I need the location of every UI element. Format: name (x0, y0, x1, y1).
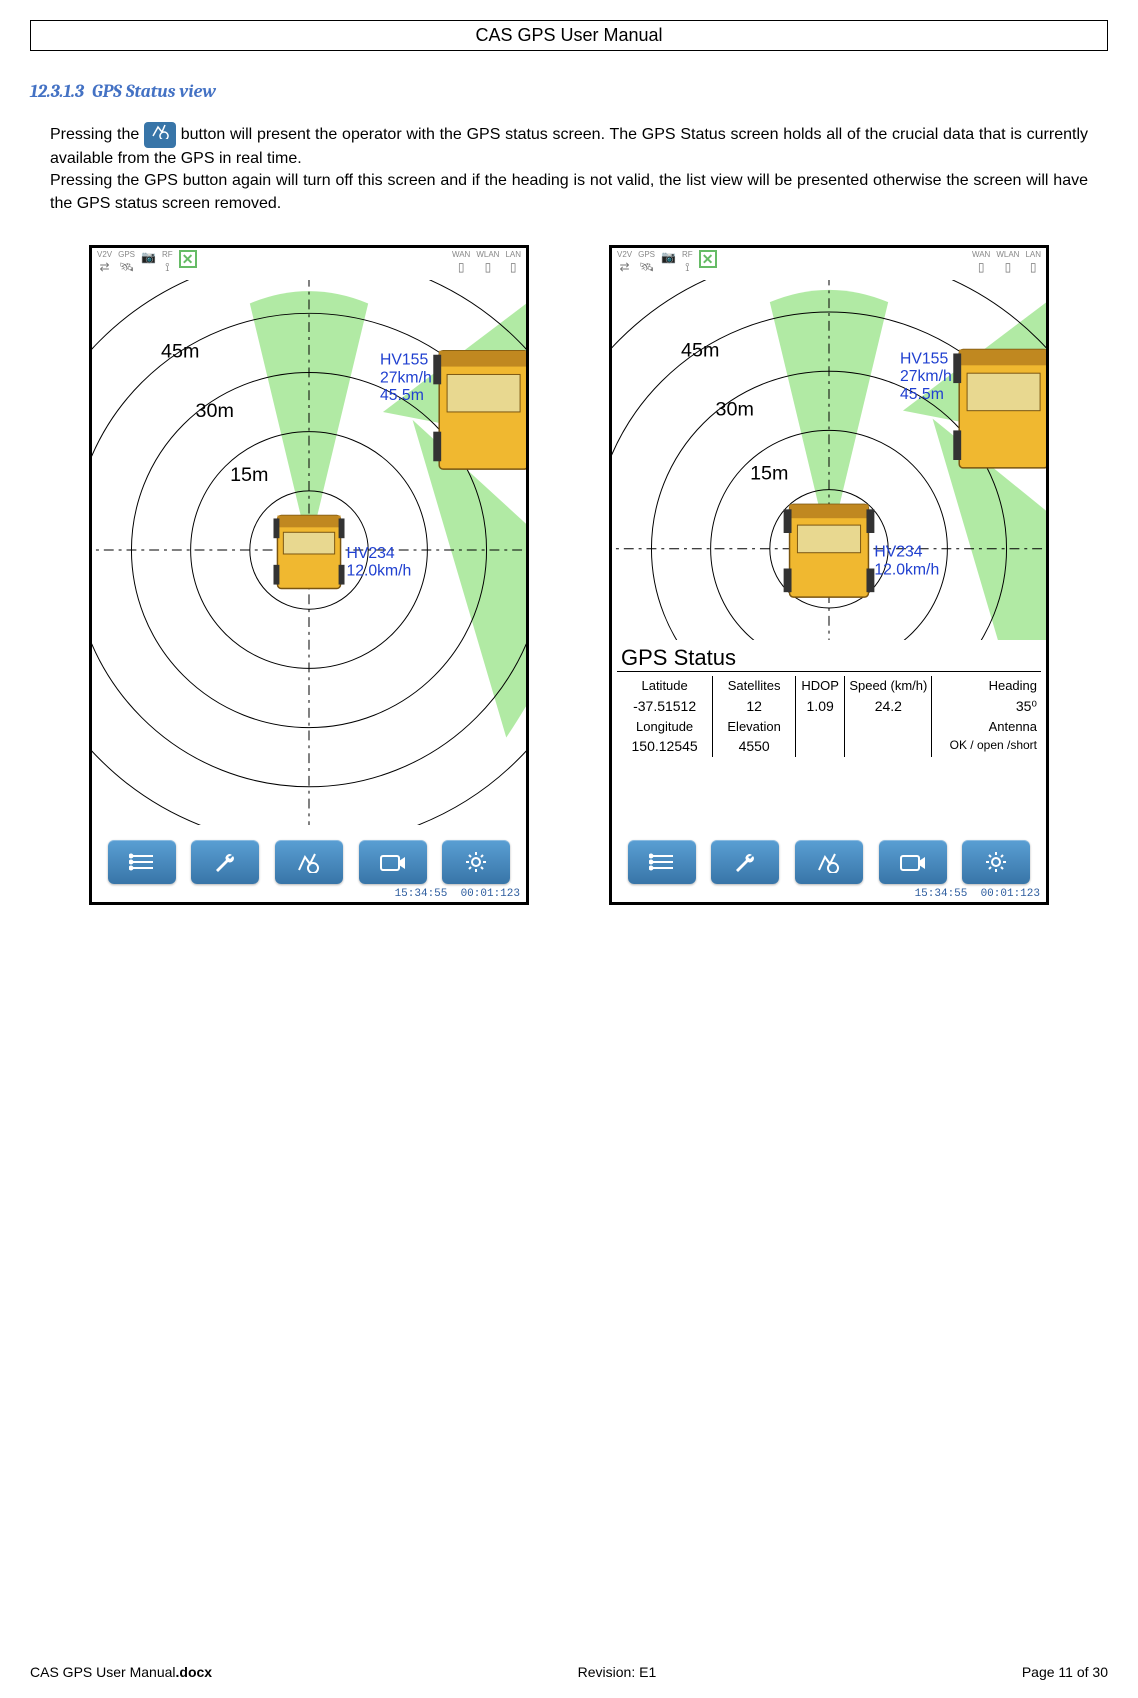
rf-icon: ⟟ (685, 260, 689, 275)
footer-revision: Revision: E1 (578, 1664, 657, 1680)
wan-icon: ▯ (978, 260, 985, 274)
gps-status-panel: GPS Status Latitude -37.51512 Longitude … (612, 643, 1046, 823)
v2v-icon: ⇄ (100, 260, 110, 274)
lan-icon: ▯ (1030, 260, 1037, 274)
dist-15m: 15m (230, 464, 268, 486)
doc-title: CAS GPS User Manual (475, 25, 662, 45)
doc-header: CAS GPS User Manual (30, 20, 1108, 51)
veh-center-speed: 12.0km/h (346, 563, 411, 580)
status-bar: V2V⇄ GPS🛰 📷 RF⟟ ✕ WAN▯ WLAN▯ LAN▯ (92, 250, 526, 278)
v2v-icon: ⇄ (620, 260, 630, 274)
wrench-button[interactable] (711, 840, 779, 884)
veh-top-dist: 45.5m (380, 387, 424, 404)
vehicle-center (273, 516, 344, 589)
close-icon[interactable]: ✕ (179, 250, 197, 268)
svg-text:45.5m: 45.5m (900, 386, 944, 403)
gps-status-title: GPS Status (617, 645, 1041, 672)
svg-text:30m: 30m (716, 399, 754, 421)
camera-status-icon: 📷 (141, 250, 156, 264)
wrench-button[interactable] (191, 840, 259, 884)
body-text: Pressing the button will present the ope… (50, 122, 1088, 215)
vehicle-top (953, 350, 1046, 468)
section-title: 12.3.1.3 GPS Status view (30, 81, 1108, 102)
camera-status-icon: 📷 (661, 250, 676, 264)
device-screen-gps-status: V2V⇄ GPS🛰 📷 RF⟟ ✕ WAN▯ WLAN▯ LAN▯ (609, 245, 1049, 905)
camera-button[interactable] (879, 840, 947, 884)
timestamp: 15:34:55 00:01:123 (915, 888, 1040, 900)
veh-center-id: HV234 (346, 545, 394, 562)
gps-button[interactable] (275, 840, 343, 884)
gear-button[interactable] (962, 840, 1030, 884)
svg-text:HV234: HV234 (874, 544, 922, 561)
svg-text:27km/h: 27km/h (900, 368, 952, 385)
dist-30m: 30m (196, 400, 234, 422)
radar-view: 45m 30m 15m HV234 12.0km/h (612, 280, 1046, 640)
device-screen-normal: V2V⇄ GPS🛰 📷 RF⟟ ✕ WAN▯ WLAN▯ LAN▯ (89, 245, 529, 905)
camera-button[interactable] (359, 840, 427, 884)
wlan-icon: ▯ (1005, 260, 1012, 274)
veh-top-id: HV155 (380, 352, 428, 369)
footer-page: Page 11 of 30 (1022, 1664, 1108, 1680)
status-bar: V2V⇄ GPS🛰 📷 RF⟟ ✕ WAN▯ WLAN▯ LAN▯ (612, 250, 1046, 278)
lan-icon: ▯ (510, 260, 517, 274)
screens-row: V2V⇄ GPS🛰 📷 RF⟟ ✕ WAN▯ WLAN▯ LAN▯ (30, 245, 1108, 905)
vehicle-top (433, 351, 526, 469)
list-button[interactable] (628, 840, 696, 884)
gps-button-icon-inline (144, 122, 176, 148)
veh-top-speed: 27km/h (380, 370, 432, 387)
svg-text:12.0km/h: 12.0km/h (874, 562, 939, 579)
vehicle-center (784, 505, 875, 598)
footer-filename: CAS GPS User Manual.docx (30, 1664, 212, 1680)
wan-icon: ▯ (458, 260, 465, 274)
gps-button[interactable] (795, 840, 863, 884)
gear-button[interactable] (442, 840, 510, 884)
svg-text:45m: 45m (681, 340, 719, 362)
rf-icon: ⟟ (165, 260, 169, 275)
wlan-icon: ▯ (485, 260, 492, 274)
timestamp: 15:34:55 00:01:123 (395, 888, 520, 900)
gps-sat-icon: 🛰 (119, 260, 134, 274)
page-footer: CAS GPS User Manual.docx Revision: E1 Pa… (30, 1664, 1108, 1680)
close-icon[interactable]: ✕ (699, 250, 717, 268)
gps-status-grid: Latitude -37.51512 Longitude 150.12545 S… (617, 676, 1041, 757)
radar-view: 45m 30m 15m HV234 12.0km/h (92, 280, 526, 825)
dist-45m: 45m (161, 341, 199, 363)
bottom-toolbar (612, 840, 1046, 884)
gps-sat-icon: 🛰 (639, 260, 654, 274)
list-button[interactable] (108, 840, 176, 884)
svg-text:15m: 15m (750, 463, 788, 485)
bottom-toolbar (92, 840, 526, 884)
svg-text:HV155: HV155 (900, 351, 948, 368)
